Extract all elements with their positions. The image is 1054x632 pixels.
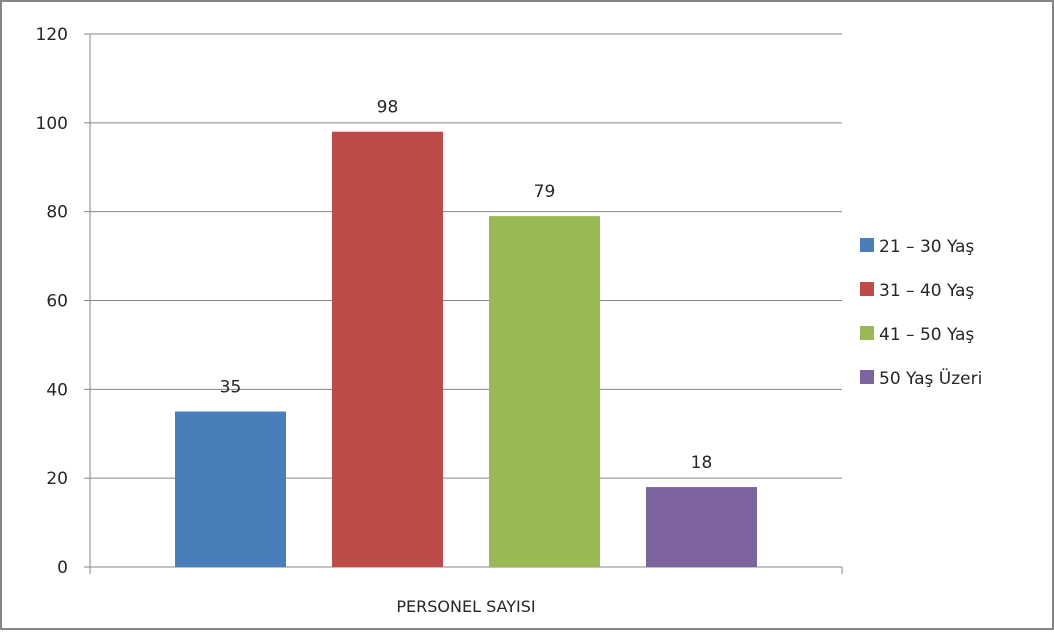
y-tick-label: 120 [36, 25, 68, 45]
y-tick-label: 0 [57, 558, 68, 578]
y-tick-labels: 0 20 40 60 80 100 120 [36, 25, 68, 578]
y-tick-label: 100 [36, 114, 68, 134]
legend-label: 41 – 50 Yaş [879, 325, 974, 345]
legend-label: 21 – 30 Yaş [879, 237, 974, 257]
bar-series-1 [175, 411, 286, 567]
bar-series-4 [646, 487, 757, 567]
bar-series-2 [332, 131, 443, 567]
bars [175, 131, 757, 567]
data-label: 18 [691, 453, 713, 473]
y-tick-label: 40 [46, 380, 68, 400]
data-label: 35 [220, 378, 242, 398]
legend-swatch [860, 370, 874, 384]
y-tick-label: 20 [46, 469, 68, 489]
y-tick-label: 80 [46, 203, 68, 223]
legend-label: 31 – 40 Yaş [879, 281, 974, 301]
data-labels: 35 98 79 18 [220, 98, 713, 473]
legend-swatch [860, 326, 874, 340]
legend-swatch [860, 238, 874, 252]
x-category-labels: PERSONEL SAYISI [396, 597, 535, 616]
legend-swatch [860, 282, 874, 296]
legend-label: 50 Yaş Üzeri [879, 367, 982, 389]
legend: 21 – 30 Yaş 31 – 40 Yaş 41 – 50 Yaş 50 Yaş … [860, 237, 982, 389]
bar-series-3 [489, 216, 600, 567]
x-category-label: PERSONEL SAYISI [396, 597, 535, 616]
y-tick-label: 60 [46, 292, 68, 312]
data-label: 79 [534, 182, 556, 202]
data-label: 98 [377, 98, 399, 118]
